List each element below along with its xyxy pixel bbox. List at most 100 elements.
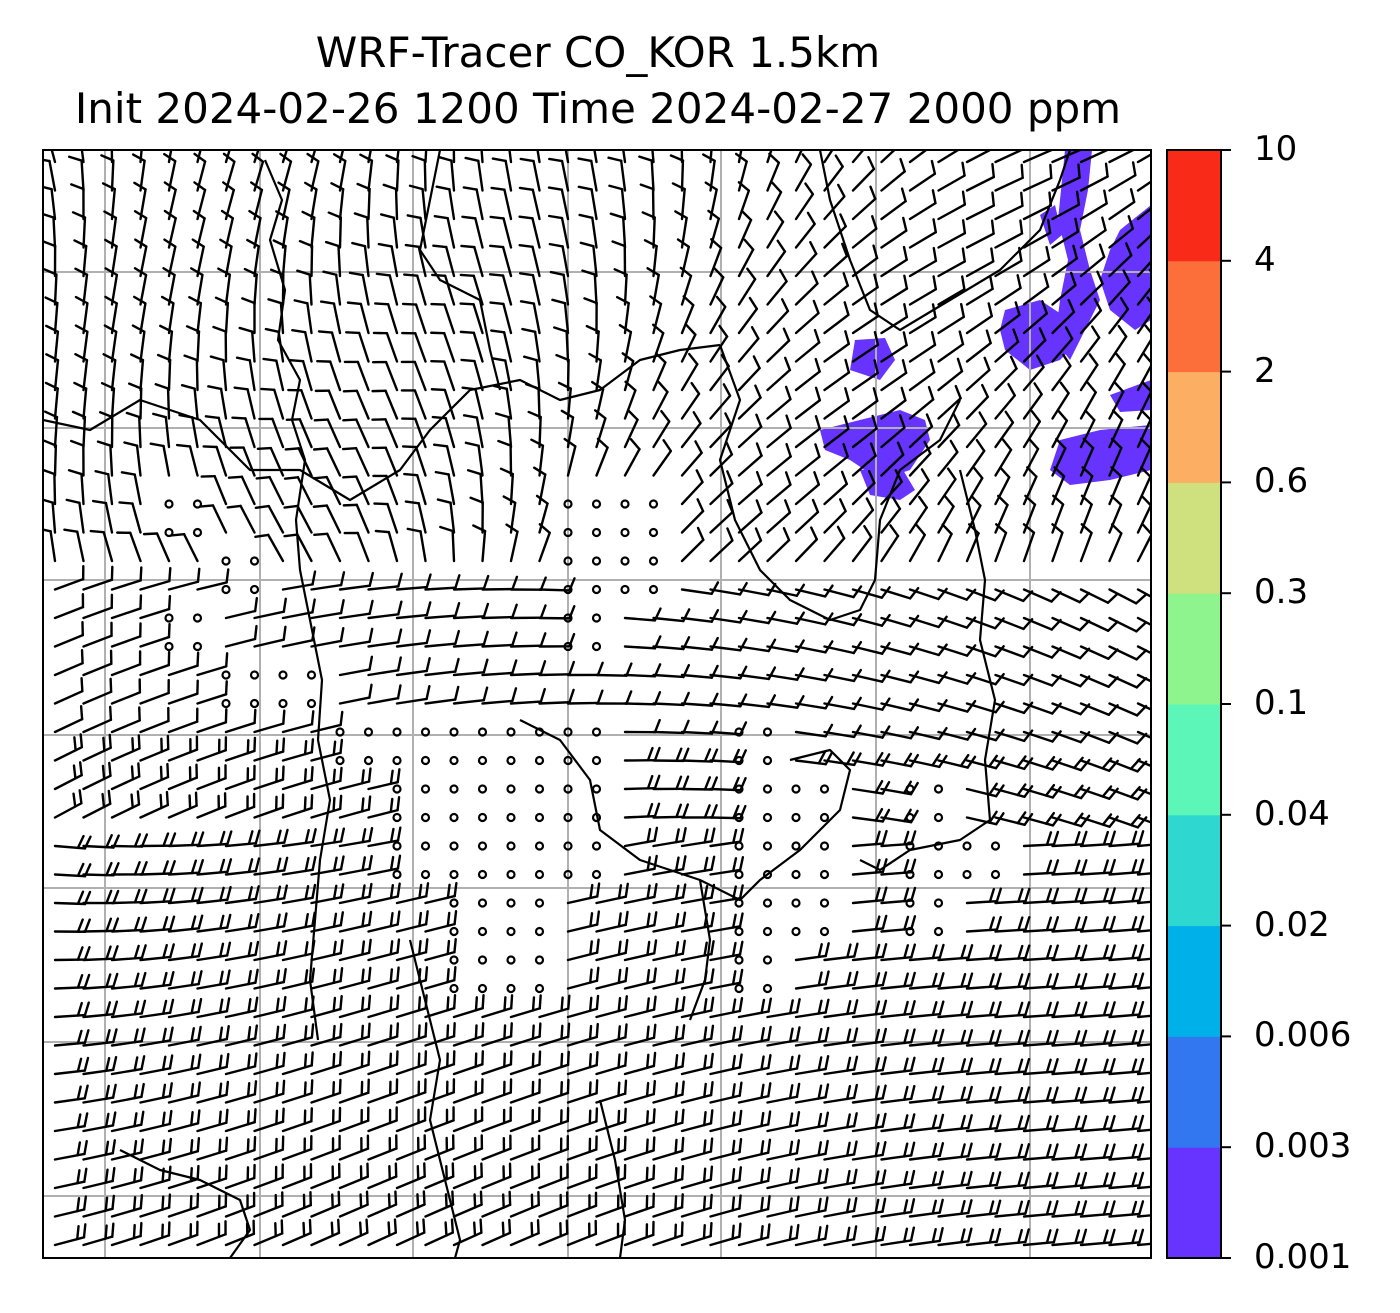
wind-barb [1022, 300, 1048, 335]
wind-barb [509, 1078, 541, 1104]
wind-barb [638, 155, 655, 192]
wind-barb [880, 303, 909, 335]
wind-barb [1051, 1029, 1088, 1047]
wind-barb [424, 1106, 455, 1133]
wind-barb [436, 498, 456, 534]
wind-barb [395, 966, 429, 990]
wind-barb [937, 644, 977, 657]
wind-barb [466, 469, 484, 506]
wind-barb [481, 575, 519, 591]
tracer-patch [860, 465, 915, 500]
wind-barb [424, 994, 457, 1019]
wind-barb [459, 330, 484, 363]
wind-barb [253, 709, 286, 734]
wind-barb [1051, 1114, 1088, 1133]
wind-barb [1051, 616, 1091, 632]
calm-wind-marker [819, 869, 830, 880]
wind-barb [823, 470, 848, 506]
wind-barb [709, 412, 733, 449]
wind-barb [823, 415, 850, 449]
wind-barb [937, 523, 953, 563]
wind-barb [1079, 494, 1093, 534]
wind-barb [212, 325, 228, 363]
wind-barb [794, 498, 820, 534]
wind-barb [287, 388, 313, 420]
calm-wind-marker [563, 641, 573, 652]
wind-barb [766, 239, 787, 278]
wind-barb [965, 523, 980, 563]
wind-barb [652, 1136, 685, 1161]
wind-barb [823, 498, 847, 534]
wind-barb [1108, 915, 1145, 933]
wind-barb [1022, 150, 1053, 164]
calm-wind-marker [791, 784, 801, 794]
wind-barb [224, 1163, 256, 1190]
wind-barb [937, 302, 966, 335]
wind-barb [338, 599, 374, 620]
wind-barb [1079, 645, 1119, 660]
wind-barb [623, 1108, 656, 1133]
tracer-patch [1110, 380, 1151, 412]
wind-barb [851, 914, 888, 933]
calm-wind-marker [420, 784, 431, 794]
wind-barb [737, 1223, 771, 1247]
coastline-south-east [598, 1099, 627, 1258]
wind-barb [224, 1135, 257, 1161]
wind-barb [338, 1078, 370, 1104]
wind-barb [1079, 1114, 1116, 1133]
wind-barb [196, 652, 229, 677]
wind-barb [908, 1028, 945, 1047]
wind-barb [281, 883, 317, 905]
wind-barb [680, 440, 703, 477]
wind-barb [100, 381, 116, 420]
colorbar-segment [1167, 814, 1221, 927]
colorbar-tick-label: 2 [1254, 350, 1276, 391]
wind-barb [367, 768, 401, 791]
wind-barb [1079, 1171, 1116, 1190]
wind-barb [424, 1050, 456, 1076]
wind-barb [253, 828, 289, 848]
wind-barb [338, 683, 373, 705]
wind-barb [73, 381, 88, 420]
wind-barb [737, 527, 763, 563]
wind-barb [1022, 354, 1045, 392]
wind-barb [367, 826, 402, 848]
wind-barb [794, 211, 816, 249]
wind-barb [1079, 270, 1104, 306]
wind-barb [1108, 673, 1148, 689]
wind-barb [190, 267, 204, 306]
wind-barb [253, 765, 285, 791]
wind-barb [196, 830, 233, 848]
calm-wind-marker [591, 556, 602, 566]
wind-barb [994, 701, 1034, 715]
wind-barb [994, 191, 1024, 221]
wind-barb [281, 598, 316, 620]
wind-barb [1108, 830, 1145, 848]
wind-barb [167, 970, 203, 990]
wind-barb [281, 1107, 314, 1133]
wind-barb [994, 150, 1024, 164]
wind-barb [737, 181, 751, 221]
wind-barb [794, 415, 821, 449]
wind-barb [452, 630, 489, 648]
calm-wind-marker [221, 698, 231, 709]
wind-barb [432, 443, 456, 477]
wind-barb [1051, 944, 1088, 962]
calm-wind-marker [762, 926, 773, 937]
wind-barb [82, 789, 112, 819]
wind-barb [851, 943, 888, 962]
wind-barb [233, 386, 256, 420]
wind-barb [367, 1106, 398, 1133]
wind-barb [116, 531, 142, 563]
wind-barb [766, 327, 791, 363]
wind-barb [623, 802, 661, 819]
calm-wind-marker [534, 812, 545, 823]
wind-barb [538, 994, 571, 1019]
wind-barb [167, 1137, 201, 1161]
wind-barb [312, 504, 342, 534]
wind-barb [196, 913, 232, 933]
wind-barb [82, 621, 113, 648]
wind-barb [509, 687, 546, 705]
wind-barb [167, 997, 203, 1019]
wind-barb [491, 157, 513, 192]
